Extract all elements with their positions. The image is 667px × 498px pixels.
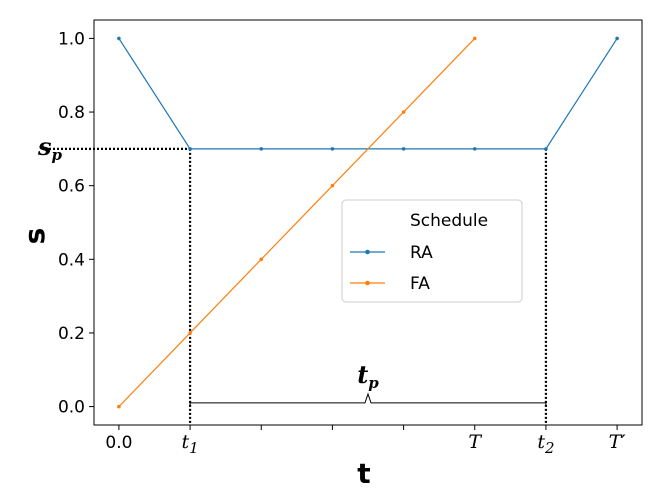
data-point-ra (188, 147, 192, 151)
data-point-ra (330, 147, 335, 151)
series-line-ra (118, 38, 618, 150)
x-tick-label: T (468, 431, 482, 453)
data-point-fa (472, 36, 477, 41)
data-point-ra (472, 147, 477, 151)
annotations: sp tp (37, 132, 547, 407)
data-point-fa (188, 331, 192, 335)
y-axis-title: s (18, 228, 51, 245)
plot-area-group (93, 19, 643, 426)
tp-brace (189, 392, 547, 407)
legend: Schedule RA FA (341, 199, 523, 303)
tp-label: tp (357, 360, 379, 392)
x-tick-label: t2 (537, 431, 554, 457)
data-point-fa (259, 257, 264, 262)
legend-label-fa: FA (410, 274, 430, 294)
helper-lines (49, 147, 548, 425)
data-point-ra (544, 147, 548, 151)
series-line-fa (118, 37, 476, 408)
legend-title: Schedule (410, 211, 488, 231)
legend-marker-fa (365, 280, 370, 286)
legend-box (341, 199, 523, 303)
plot-frame (93, 19, 643, 426)
legend-marker-ra (365, 249, 370, 255)
x-tick-label: t1 (181, 431, 198, 457)
y-tick-label: 0.6 (58, 177, 85, 197)
x-axis-title: t (357, 457, 370, 490)
data-point-ra (615, 36, 619, 41)
data-point-fa (117, 404, 121, 409)
legend-label-ra: RA (410, 243, 433, 263)
y-axis: 0.0 0.2 0.4 0.6 0.8 1.0 (58, 29, 94, 418)
data-point-ra (259, 147, 264, 151)
sp-label: sp (37, 132, 63, 164)
y-tick-label: 0.8 (58, 103, 85, 123)
data-point-ra (401, 147, 406, 151)
y-tick-label: 0.2 (58, 324, 85, 344)
data-point-fa (330, 183, 335, 188)
y-tick-label: 0.0 (58, 398, 85, 418)
y-tick-label: 0.4 (58, 250, 85, 270)
data-point-ra (117, 36, 121, 41)
x-tick-label: T′ (609, 431, 627, 453)
y-tick-label: 1.0 (58, 29, 85, 49)
series-layer (117, 36, 619, 409)
data-point-fa (401, 110, 406, 114)
x-tick-label: 0.0 (105, 433, 132, 453)
